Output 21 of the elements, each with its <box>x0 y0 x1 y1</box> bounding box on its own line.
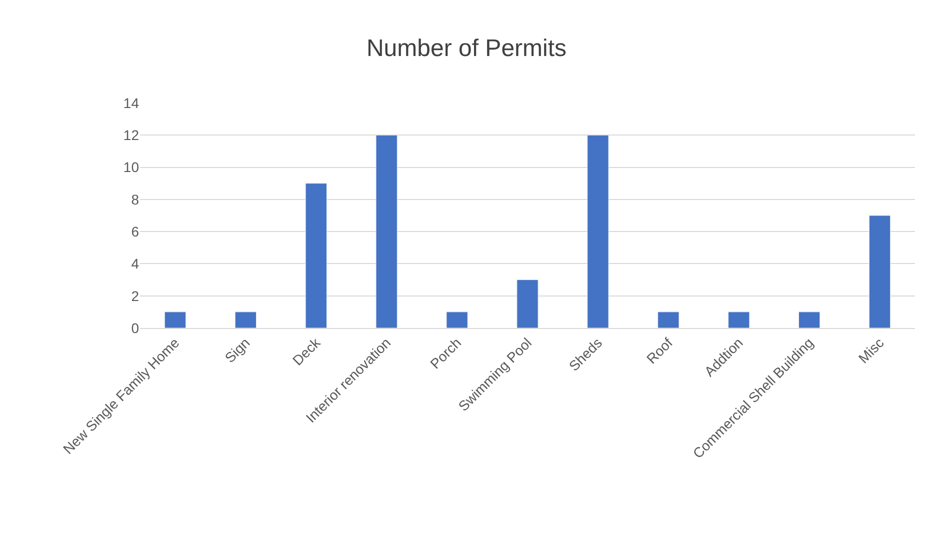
x-tick-label: Sign <box>222 334 253 366</box>
bar <box>234 312 256 328</box>
y-tick-label: 8 <box>131 191 140 208</box>
bar <box>728 312 750 328</box>
y-tick-label: 14 <box>123 94 140 111</box>
y-tick-label: 12 <box>123 127 140 144</box>
y-tick-label: 6 <box>131 223 140 240</box>
y-tick-label: 2 <box>131 288 140 304</box>
bar <box>868 215 891 328</box>
bar <box>587 134 609 328</box>
bar <box>516 280 538 328</box>
y-tick-label: 0 <box>131 320 140 336</box>
chart-title: Number of Permits <box>366 34 567 62</box>
bar <box>446 312 468 328</box>
bar <box>305 183 327 328</box>
bar <box>376 134 398 328</box>
y-tick-label: 10 <box>123 159 140 176</box>
bar <box>798 312 820 328</box>
y-tick-label: 4 <box>131 256 140 272</box>
bar <box>658 312 680 328</box>
bar <box>164 312 186 328</box>
